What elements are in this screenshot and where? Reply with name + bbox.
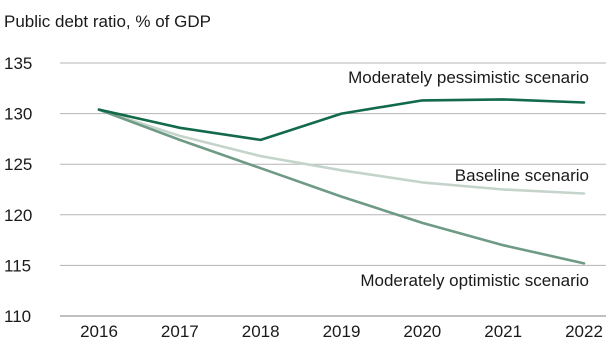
y-tick-label: 135 [4,54,32,73]
y-tick-label: 115 [4,256,31,275]
series-label-pessimistic: Moderately pessimistic scenario [348,68,589,87]
y-tick-label: 130 [4,105,32,124]
y-axis-ticks: 110 115 120 125 130 135 [4,54,32,326]
x-axis-ticks: 2016 2017 2018 2019 2020 2021 2022 [80,322,603,340]
series-labels: Moderately pessimistic scenario Baseline … [348,68,589,290]
chart-subtitle: Public debt ratio, % of GDP [4,12,211,31]
x-tick-label: 2017 [161,322,199,340]
y-tick-label: 125 [4,155,32,174]
x-tick-label: 2018 [242,322,280,340]
y-tick-label: 120 [4,206,32,225]
series-label-optimistic: Moderately optimistic scenario [360,271,589,290]
gridlines [60,62,606,317]
series-label-baseline: Baseline scenario [455,166,589,185]
x-tick-label: 2021 [484,322,522,340]
series-lines [97,98,586,265]
series-line-baseline [97,108,586,195]
x-tick-label: 2019 [323,322,361,340]
series-line-optimistic [97,108,586,265]
x-tick-label: 2020 [403,322,441,340]
y-tick-label: 110 [4,307,31,326]
x-tick-label: 2016 [80,322,118,340]
x-tick-label: 2022 [565,322,603,340]
series-line-pessimistic [97,98,586,142]
